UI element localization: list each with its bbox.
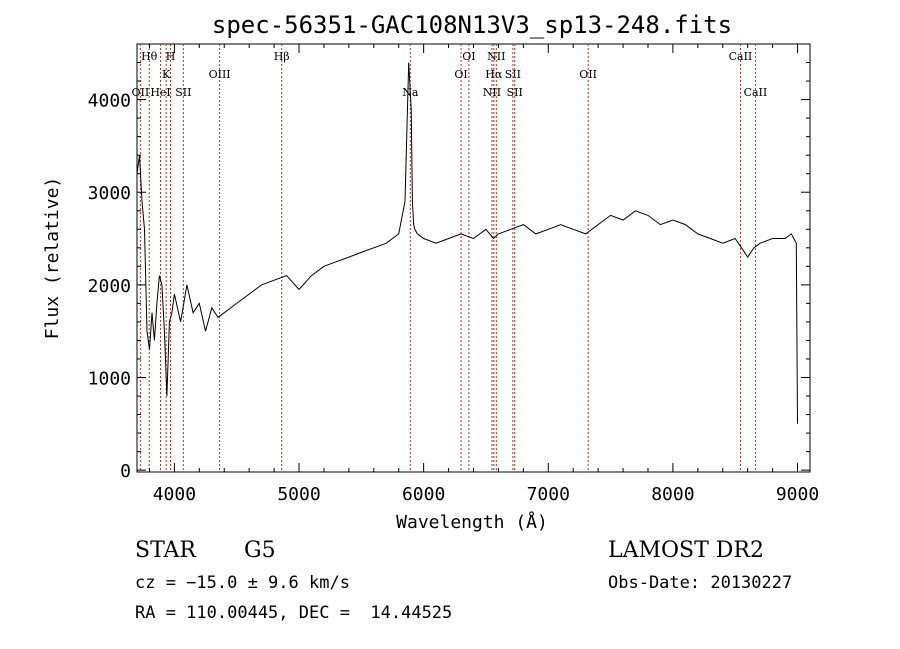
- line-marker-label: NII: [483, 86, 501, 99]
- y-axis-label: Flux (relative): [42, 177, 63, 340]
- sky-coordinates: RA = 110.00445, DEC = 14.44525: [135, 603, 453, 623]
- line-marker-label: OII: [579, 68, 597, 81]
- line-marker-label: NII: [487, 50, 505, 63]
- line-marker-label: CaII: [744, 86, 768, 99]
- line-marker-label: OIII: [209, 68, 231, 81]
- spectrum-chart: spec-56351-GAC108N13V3_sp13-248.fits Hθ H…: [42, 11, 819, 533]
- x-tick-label: 6000: [402, 484, 445, 505]
- line-marker-label: SII: [175, 86, 191, 99]
- line-marker-label: H: [166, 50, 176, 63]
- plot-frame: [136, 43, 811, 473]
- y-tick-label: 4000: [88, 91, 131, 112]
- y-tick-label: 0: [120, 461, 131, 482]
- object-class: STAR: [135, 538, 196, 563]
- redshift-velocity: cz = −15.0 ± 9.6 km/s: [135, 573, 350, 593]
- x-axis: 4000 5000 6000 7000 8000 9000: [148, 44, 819, 505]
- line-marker-label: OI: [462, 50, 475, 63]
- y-tick-label: 3000: [88, 183, 131, 204]
- line-marker-label: HeI: [150, 86, 170, 99]
- line-marker-label: OII: [132, 86, 150, 99]
- line-marker-label: SII: [505, 68, 521, 81]
- x-axis-label: Wavelength (Å): [396, 511, 548, 533]
- x-tick-label: 7000: [527, 484, 570, 505]
- line-marker-label: CaII: [729, 50, 753, 63]
- y-tick-label: 1000: [88, 369, 131, 390]
- line-marker-label: Hα: [485, 68, 503, 81]
- spectrum-line: [136, 62, 798, 424]
- x-tick-label: 9000: [776, 484, 819, 505]
- y-axis: 0 1000 2000 3000 4000: [88, 62, 810, 482]
- line-marker-label: Hθ: [141, 50, 158, 63]
- x-tick-label: 5000: [277, 484, 320, 505]
- line-marker-label: Hβ: [274, 50, 290, 63]
- line-marker-label: SII: [507, 86, 523, 99]
- x-tick-label: 8000: [651, 484, 694, 505]
- survey-name: LAMOST DR2: [608, 538, 764, 563]
- y-tick-label: 2000: [88, 276, 131, 297]
- line-marker-label: OI: [454, 68, 467, 81]
- spectrum-series-group: [136, 62, 798, 424]
- observation-date: Obs-Date: 20130227: [608, 573, 793, 593]
- x-tick-label: 4000: [153, 484, 196, 505]
- line-marker-label: K: [162, 68, 171, 81]
- chart-title: spec-56351-GAC108N13V3_sp13-248.fits: [212, 11, 732, 39]
- object-subclass: G5: [244, 538, 276, 563]
